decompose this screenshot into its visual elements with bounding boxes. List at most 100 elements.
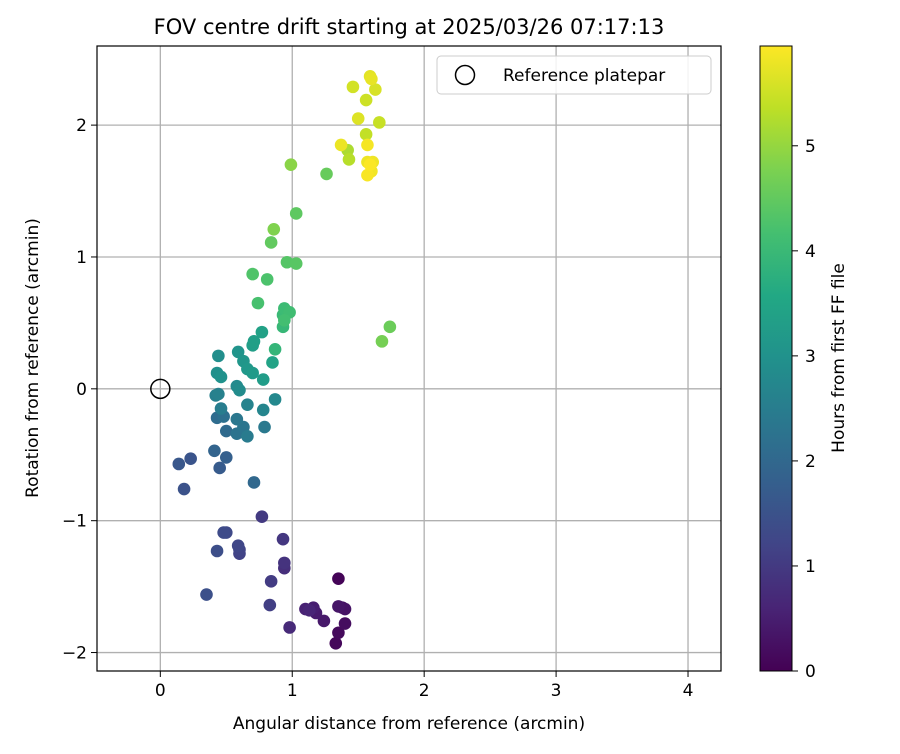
x-tick-label: 0 <box>155 681 166 701</box>
data-point <box>231 345 245 359</box>
y-tick-label: 1 <box>76 248 87 268</box>
data-point <box>219 424 233 438</box>
data-point <box>260 273 274 286</box>
data-point <box>208 444 221 458</box>
x-tick-label: 3 <box>551 681 562 701</box>
data-point <box>329 637 343 650</box>
data-point <box>334 138 348 152</box>
data-point <box>255 510 269 524</box>
data-point <box>268 393 282 406</box>
data-point <box>303 604 316 617</box>
data-point <box>320 167 333 181</box>
data-point <box>246 366 259 380</box>
data-point <box>200 588 213 601</box>
colorbar-tick-label: 0 <box>805 662 816 682</box>
data-point <box>214 402 228 415</box>
colorbar-ticks: 0 1 2 3 4 5 <box>792 137 816 682</box>
data-point <box>332 572 345 586</box>
data-point <box>289 207 303 220</box>
data-point <box>361 138 374 152</box>
data-point <box>210 544 224 558</box>
data-point <box>258 420 271 434</box>
data-point <box>213 461 226 475</box>
data-point <box>278 556 291 570</box>
data-point <box>219 451 233 464</box>
data-point <box>373 116 386 129</box>
reference-marker-layer <box>150 378 171 400</box>
data-point <box>172 457 186 471</box>
data-point <box>278 313 291 327</box>
data-point <box>280 255 294 269</box>
data-point <box>369 83 382 96</box>
data-point <box>263 598 277 612</box>
data-point <box>212 387 225 401</box>
data-point <box>264 575 278 588</box>
x-tick-label: 4 <box>683 681 694 701</box>
data-point <box>359 93 373 107</box>
data-point <box>247 476 261 489</box>
x-axis-label: Angular distance from reference (arcmin) <box>233 714 585 734</box>
data-point <box>276 532 290 546</box>
data-point <box>383 320 397 334</box>
data-point <box>267 222 281 236</box>
data-point <box>363 158 377 171</box>
data-point <box>255 325 269 339</box>
legend-box <box>436 55 712 95</box>
data-point <box>338 617 352 630</box>
data-point <box>342 153 356 166</box>
x-tick-label: 2 <box>419 681 430 701</box>
data-points <box>172 70 397 650</box>
data-point <box>268 342 282 356</box>
data-point <box>217 526 230 539</box>
colorbar <box>759 45 793 672</box>
data-point <box>332 600 345 613</box>
data-point <box>346 80 360 94</box>
x-axis-ticks: 0 1 2 3 4 <box>155 671 694 701</box>
colorbar-tick-label: 2 <box>805 452 816 472</box>
colorbar-tick-label: 5 <box>805 137 816 157</box>
data-point <box>214 370 228 384</box>
colorbar-tick-label: 3 <box>805 347 816 367</box>
data-point <box>230 412 244 426</box>
legend: Reference platepar <box>436 55 712 95</box>
y-tick-label: 0 <box>76 380 87 400</box>
data-point <box>284 158 298 171</box>
data-point <box>233 383 246 397</box>
data-point <box>283 621 296 634</box>
chart-title: FOV centre drift starting at 2025/03/26 … <box>154 15 665 39</box>
data-point <box>332 626 345 640</box>
data-point <box>375 335 389 348</box>
data-point <box>359 128 373 141</box>
data-point <box>266 356 279 369</box>
plot-frame <box>96 45 722 672</box>
legend-reference-marker <box>454 64 476 86</box>
colorbar-label: Hours from first FF file <box>829 263 849 453</box>
colorbar-tick-label: 1 <box>805 557 816 577</box>
data-point <box>241 429 254 443</box>
data-point <box>361 168 374 182</box>
y-axis-label: Rotation from reference (arcmin) <box>23 218 43 498</box>
data-point <box>212 349 225 363</box>
data-point <box>177 482 191 496</box>
data-point <box>184 452 197 466</box>
data-point <box>256 373 270 386</box>
data-point <box>264 236 278 249</box>
y-axis-ticks: −2 −1 0 1 2 <box>62 116 97 664</box>
y-tick-label: 2 <box>76 116 87 136</box>
colorbar-tick-label: 4 <box>805 242 816 262</box>
y-tick-label: −1 <box>62 512 87 532</box>
data-point <box>289 257 303 270</box>
data-point <box>256 403 270 417</box>
y-tick-label: −2 <box>62 644 87 664</box>
data-point <box>351 112 365 125</box>
data-point <box>246 267 259 281</box>
reference-platepar-marker <box>150 378 171 400</box>
data-point <box>251 296 265 310</box>
data-point <box>231 539 245 553</box>
data-point <box>241 398 254 411</box>
x-tick-label: 1 <box>287 681 298 701</box>
data-point <box>317 614 331 628</box>
data-point <box>247 335 261 348</box>
